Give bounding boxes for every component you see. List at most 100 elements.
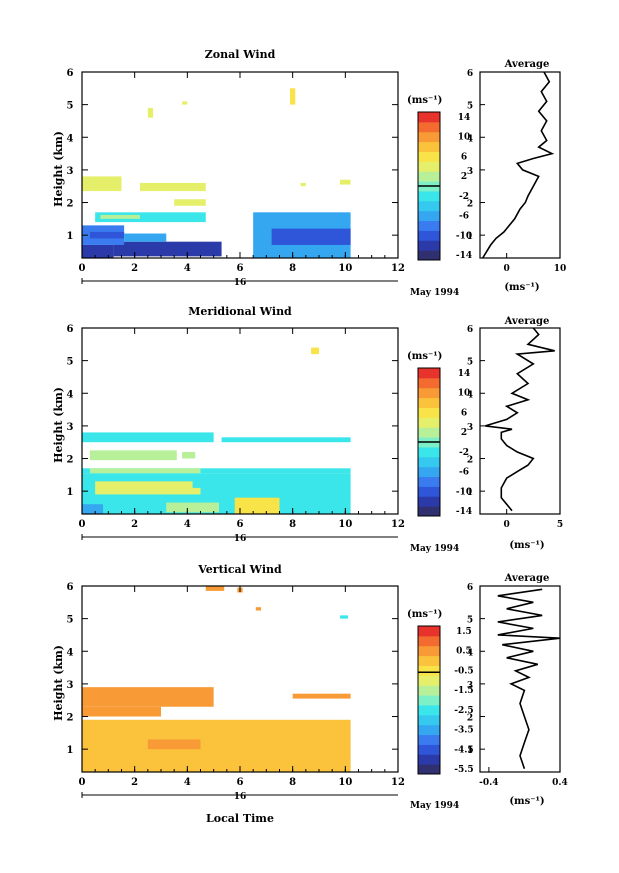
colorbar-tick-label: 0.5: [456, 647, 472, 657]
panel-vertical: Vertical Wind Height (km) 0 2 4 6 8 10 1212345…: [52, 563, 568, 825]
average-xlabel: (ms⁻¹): [509, 796, 544, 807]
colorbar-swatch: [418, 250, 440, 261]
average-y-tick-label: 2: [467, 200, 473, 210]
colorbar-swatch: [418, 655, 440, 666]
average-y-tick-label: 1: [467, 488, 473, 498]
heatmap-cell: [82, 244, 114, 258]
chart-title: Vertical Wind: [197, 563, 282, 576]
x-tick-label: 12: [391, 263, 405, 274]
x-tick-label: 2: [131, 777, 138, 788]
heatmap-cell: [89, 231, 125, 239]
x-tick-label: 4: [184, 519, 191, 530]
colorbar-tick-label: -0.5: [454, 666, 473, 676]
chart-title: Meridional Wind: [188, 305, 292, 318]
heatmap-cell: [82, 719, 351, 772]
colorbar-tick-label: -4.5: [454, 745, 473, 755]
heatmap-cell: [340, 615, 348, 619]
average-y-tick-label: 5: [467, 102, 473, 112]
colorbar: 1.5 0.5 -0.5 -1.5 -2.5 -3.5 -4.5 -5.5: [417, 625, 474, 775]
average-y-tick-label: 3: [467, 167, 473, 177]
average-xlabel: (ms⁻¹): [509, 540, 544, 551]
colorbar-swatch: [418, 714, 440, 726]
average-title: Average: [504, 59, 550, 70]
average-y-tick-label: 3: [467, 681, 473, 691]
colorbar-swatch: [418, 220, 440, 231]
x-tick-label: 8: [289, 263, 296, 274]
x-tick-label: 10: [338, 777, 352, 788]
y-tick-label: 4: [67, 389, 74, 400]
colorbar-tick-label: 1.5: [456, 627, 472, 637]
heatmap-cell: [82, 504, 104, 514]
colorbar-unit: (ms⁻¹): [407, 95, 442, 106]
colorbar-tick-label: -2.5: [454, 706, 473, 716]
colorbar-swatch: [418, 695, 440, 706]
heatmap-cell: [292, 693, 351, 699]
heatmap-cell: [89, 450, 177, 461]
colorbar-swatch: [418, 764, 440, 775]
average-profile: 1 2 3 4 5 6 -0.4 0.4: [467, 583, 568, 788]
chart-title: Zonal Wind: [205, 48, 276, 61]
panel-meridional: Meridional Wind Height (km) 0 2 4 6 8 10 12123…: [52, 305, 563, 554]
average-title: Average: [504, 316, 550, 327]
colorbar-swatch: [418, 171, 440, 182]
colorbar-swatch: [418, 230, 440, 241]
heatmap-cell: [147, 739, 201, 750]
x-tick-label: 0: [79, 519, 86, 530]
date-label: 16: [234, 278, 247, 288]
average-profile: 1 2 3 4 5 6 0 5: [467, 325, 563, 530]
average-y-tick-label: 6: [467, 69, 473, 79]
date-label: 16: [234, 534, 247, 544]
heatmap-cell: [82, 706, 161, 717]
x-tick-label: 10: [338, 263, 352, 274]
heatmap-cell: [82, 732, 201, 740]
y-tick-label: 6: [67, 582, 74, 593]
colorbar-swatch: [418, 486, 440, 497]
colorbar-swatch: [418, 200, 440, 212]
y-tick-label: 1: [67, 231, 74, 242]
colorbar-tick-label: -14: [456, 251, 472, 261]
colorbar-swatch: [418, 626, 440, 637]
x-tick-label: 12: [391, 777, 405, 788]
colorbar-tick-label: 14: [458, 369, 471, 379]
colorbar-swatch: [418, 407, 440, 418]
colorbar-swatch: [418, 131, 440, 143]
x-tick-label: 4: [184, 777, 191, 788]
colorbar-swatch: [418, 496, 440, 507]
colorbar-swatch: [418, 744, 440, 755]
heatmap-cell: [300, 182, 306, 187]
colorbar-swatch: [418, 635, 440, 647]
average-y-tick-label: 3: [467, 423, 473, 433]
colorbar-swatch: [418, 704, 440, 716]
x-tick-label: 6: [237, 263, 244, 274]
x-tick-label: 10: [338, 519, 352, 530]
heatmap-cell: [95, 481, 201, 495]
x-tick-label: 4: [184, 263, 191, 274]
average-line: [482, 71, 555, 259]
colorbar-tick-label: 6: [461, 408, 467, 418]
colorbar-swatch: [418, 506, 440, 517]
colorbar-frame: [417, 625, 441, 775]
y-tick-label: 2: [67, 199, 74, 210]
average-profile: 1 2 3 4 5 6 0 10: [467, 69, 566, 274]
x-tick-label: 0: [79, 263, 86, 274]
colorbar-swatch: [418, 190, 440, 202]
y-axis-label: Height (km): [52, 131, 65, 207]
x-tick-label: 12: [391, 519, 405, 530]
heatmap-cell: [113, 241, 222, 257]
average-y-tick-label: 6: [467, 325, 473, 335]
colorbar-tick-label: -3.5: [454, 726, 473, 736]
heatmap-cell: [192, 479, 254, 488]
average-xlabel: (ms⁻¹): [504, 282, 539, 293]
x-tick-label: 2: [131, 263, 138, 274]
average-y-tick-label: 4: [467, 390, 473, 400]
colorbar-tick-label: 6: [461, 152, 467, 162]
colorbar-tick-label: 10: [458, 389, 471, 399]
heatmap-cell: [82, 687, 214, 707]
average-x-tick-label: 0.4: [552, 778, 568, 788]
colorbar-swatch: [418, 387, 440, 399]
average-y-tick-label: 2: [467, 714, 473, 724]
average-line: [485, 327, 555, 512]
heatmap-cell: [234, 497, 280, 514]
heatmap-cell: [290, 88, 296, 105]
